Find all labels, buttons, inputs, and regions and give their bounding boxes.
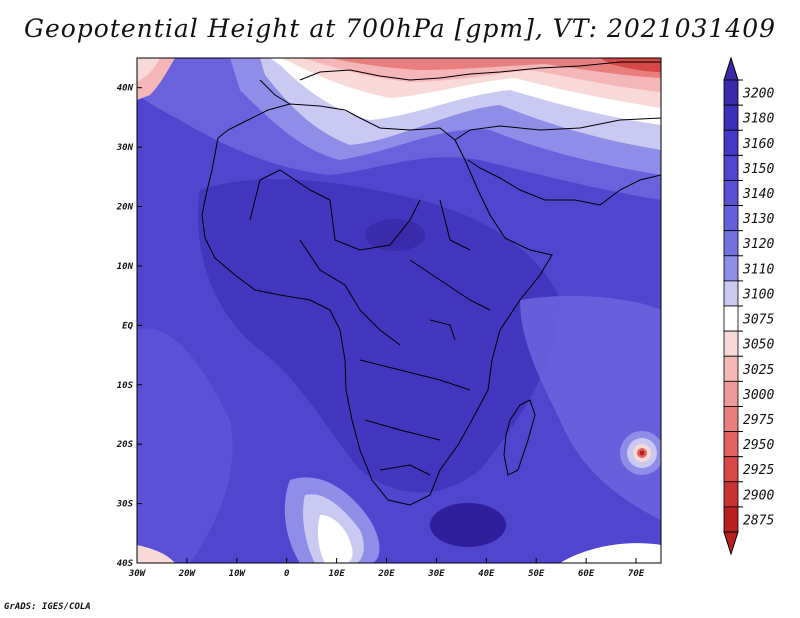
colorbar-swatch [723,205,739,232]
height-field [137,58,661,563]
x-tick-label: 0 [284,569,290,579]
x-tick-label: 30W [128,569,147,579]
colorbar-label: 2900 [743,488,774,503]
colorbar-swatch [723,79,739,106]
colorbar-swatch [723,255,739,282]
colorbar-swatch [723,431,739,458]
x-tick-label: 60E [578,569,595,579]
coastlines [201,61,661,506]
x-tick-label: 70E [628,569,645,579]
colorbar-swatch [723,305,739,332]
colorbar-label: 3025 [742,363,774,378]
colorbar-swatch [723,506,739,533]
colorbar: 3200 3180 3160 3150 3140 3130 3120 3110 3100 3075… [723,56,774,556]
y-tick-label: 20N [116,203,134,213]
colorbar-label: 2950 [743,438,774,453]
colorbar-label: 3050 [742,338,774,353]
colorbar-label: 3130 [742,212,774,227]
colorbar-label: 3120 [742,237,774,252]
grads-credit: GrADS: IGES/COLA [4,602,91,612]
colorbar-label: 3160 [742,137,774,152]
colorbar-swatch [723,355,739,382]
x-axis: 30W 20W 10W 0 10E 20E 30E 40E 50E 60E 70E [128,558,645,579]
y-tick-label: 30N [116,143,134,153]
y-tick-label: 40N [117,84,134,94]
colorbar-label: 2925 [743,463,774,478]
colorbar-label: 2975 [743,413,774,428]
colorbar-swatch [723,406,739,432]
x-tick-label: 10E [328,569,345,579]
colorbar-swatch [723,230,739,257]
colorbar-label: 3110 [742,262,774,277]
colorbar-swatch [723,456,739,483]
colorbar-swatch [723,380,739,407]
x-tick-label: 20E [377,569,395,579]
colorbar-swatch [723,330,739,357]
colorbar-swatch [723,280,739,307]
colorbar-label: 3150 [742,162,774,177]
colorbar-swatch [723,180,739,206]
map-title: Geopotential Height at 700hPa [gpm], VT:… [23,14,777,43]
colorbar-top-arrow [723,56,739,81]
colorbar-swatch [723,481,739,508]
x-tick-label: 30E [427,569,445,579]
y-tick-label: 10S [117,381,134,391]
x-tick-label: 20W [178,569,197,579]
x-tick-label: 10W [229,569,247,579]
y-tick-label: 10N [117,262,134,272]
colorbar-label: 3075 [742,313,774,328]
colorbar-swatch [723,104,739,131]
y-tick-label: EQ [122,321,133,331]
y-tick-label: 20S [116,440,134,450]
map-frame [136,57,662,564]
x-tick-label: 50E [528,569,545,579]
colorbar-label: 2875 [743,513,774,528]
colorbar-swatch [723,129,739,156]
y-axis: 40N 30N 20N 10N EQ 10S 20S 30S 40S [116,84,142,569]
colorbar-label: 3200 [742,87,774,102]
x-tick-label: 40E [478,569,495,579]
colorbar-swatch [723,154,739,181]
y-tick-label: 40S [117,559,134,569]
y-tick-label: 30S [116,500,134,510]
colorbar-bottom-arrow [723,531,739,556]
colorbar-label: 3140 [742,187,774,202]
colorbar-label: 3000 [742,388,774,403]
colorbar-label: 3100 [742,287,774,302]
colorbar-label: 3180 [742,112,774,127]
